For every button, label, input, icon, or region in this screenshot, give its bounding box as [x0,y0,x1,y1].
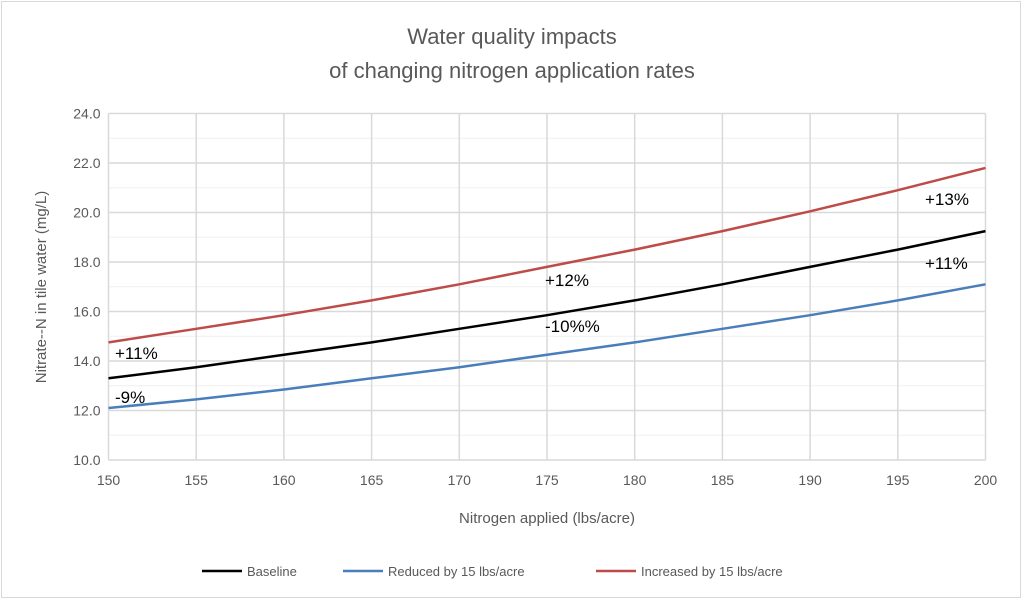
x-tick-label: 150 [97,472,121,488]
x-tick-label: 155 [185,472,209,488]
y-axis-label: Nitrate--N in tile water (mg/L) [33,191,50,384]
x-axis-ticks: 150 155 160 165 170 175 180 185 190 195 200 [97,472,998,488]
legend-entry: Baseline [247,564,297,579]
annotations: +11% -9% +12% -10%% +13% +11% [115,190,969,407]
y-tick-label: 10.0 [73,452,100,468]
x-tick-label: 195 [886,472,910,488]
annotation-label: -10%% [545,317,600,336]
legend-entry: Reduced by 15 lbs/acre [388,564,525,579]
series-line-0 [108,229,986,380]
x-axis-label: Nitrogen applied (lbs/acre) [459,510,635,527]
y-tick-label: 16.0 [73,304,100,320]
y-tick-label: 24.0 [73,106,100,122]
x-tick-label: 180 [623,472,647,488]
y-tick-label: 18.0 [73,254,100,270]
annotation-label: +13% [925,190,969,209]
chart-title: Water quality impacts [407,24,616,49]
x-tick-label: 190 [798,472,822,488]
annotation-label: +12% [545,271,589,290]
legend: Baseline Reduced by 15 lbs/acre Increased … [202,564,783,579]
x-tick-label: 170 [448,472,472,488]
y-tick-label: 12.0 [73,403,100,419]
chart-subtitle: of changing nitrogen application rates [329,58,695,83]
y-tick-label: 22.0 [73,155,100,171]
y-tick-label: 14.0 [73,353,100,369]
series-lines [108,166,986,410]
y-axis-ticks: 10.0 12.0 14.0 16.0 18.0 20.0 22.0 24.0 [73,106,100,469]
x-tick-label: 160 [272,472,296,488]
y-tick-label: 20.0 [73,205,100,221]
annotation-label: +11% [925,254,968,273]
annotation-label: -9% [115,388,145,407]
x-tick-label: 185 [711,472,735,488]
annotation-label: +11% [115,344,158,363]
x-tick-label: 175 [535,472,559,488]
x-tick-label: 200 [974,472,998,488]
series-line-1 [108,283,986,410]
series-line-2 [108,166,986,344]
x-tick-label: 165 [360,472,384,488]
legend-entry: Increased by 15 lbs/acre [641,564,783,579]
